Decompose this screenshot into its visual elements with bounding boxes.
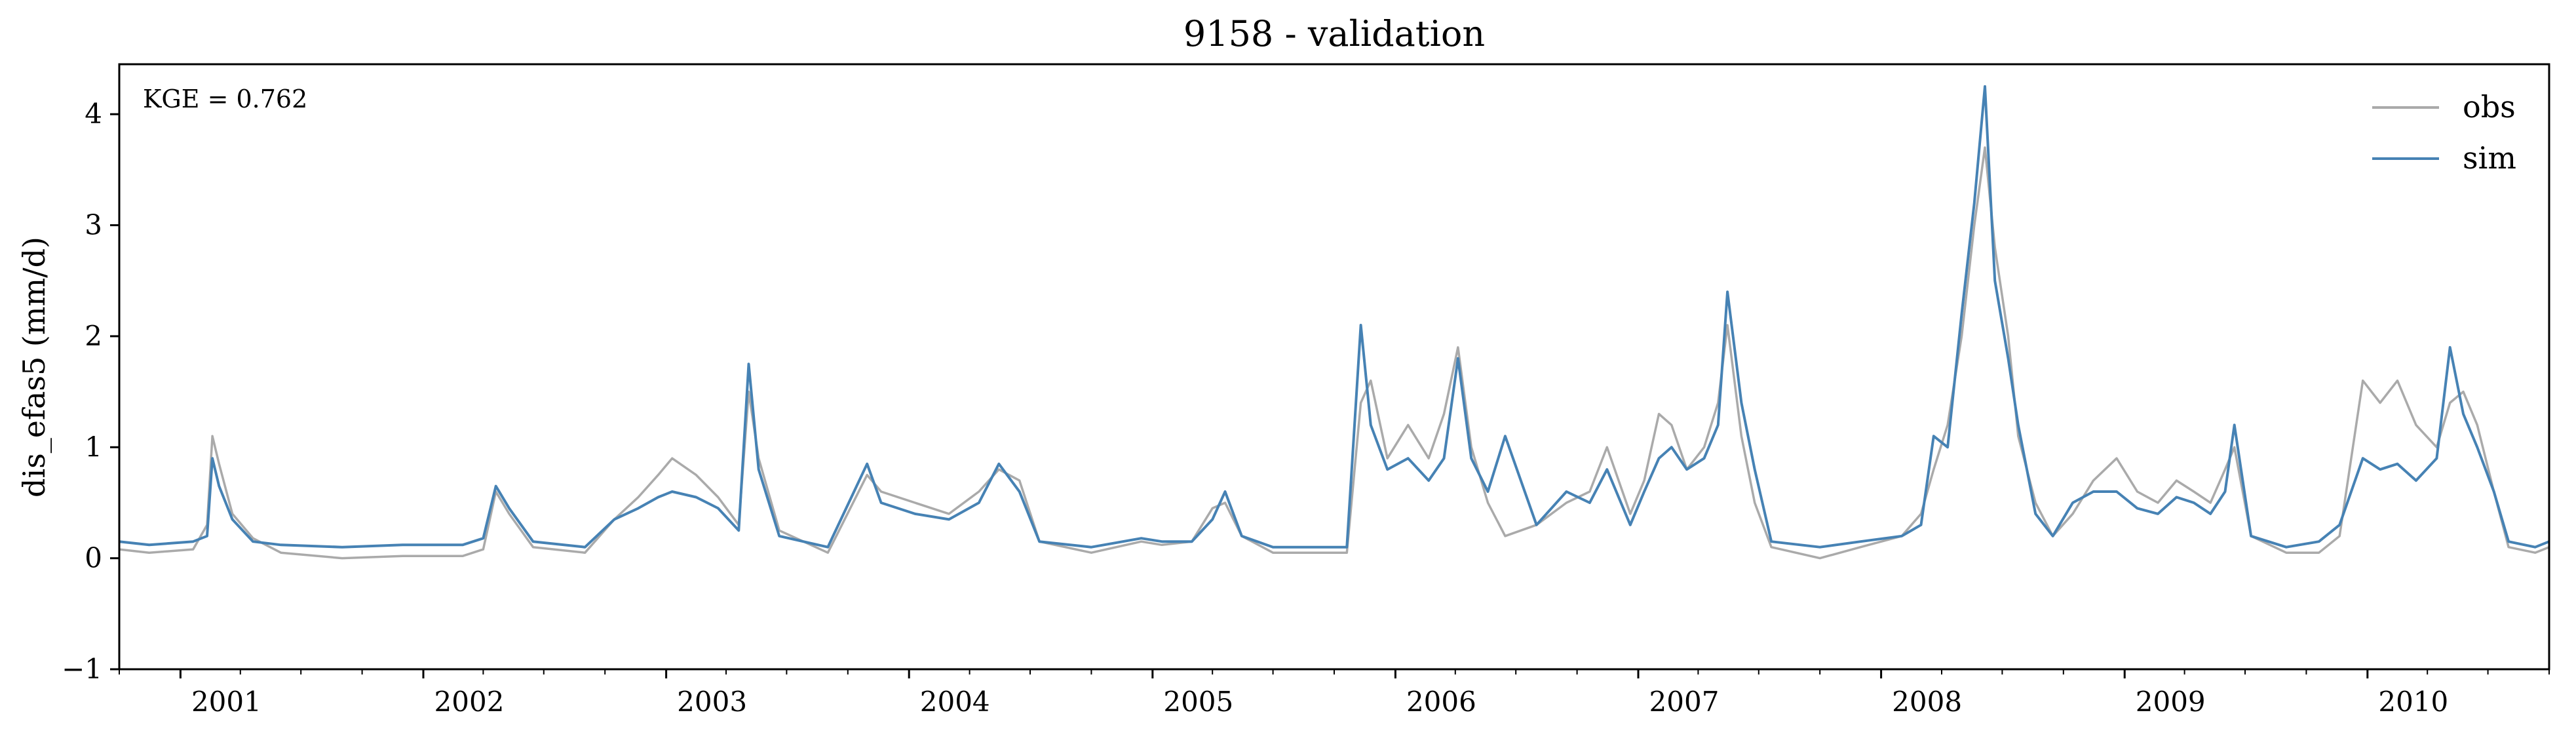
x-tick-label: 2007 [1649, 686, 1720, 718]
x-tick-label: 2002 [434, 686, 505, 718]
legend-label-obs: obs [2463, 89, 2516, 125]
y-tick-label: 4 [85, 98, 102, 130]
legend-label-sim: sim [2463, 140, 2516, 176]
series-line-sim [119, 85, 2550, 549]
y-tick-label: 3 [85, 209, 102, 241]
x-tick-label: 2006 [1406, 686, 1476, 718]
x-tick-label: 2005 [1163, 686, 1233, 718]
x-tick-label: 2004 [920, 686, 990, 718]
y-axis-label: dis_efas5 (mm/d) [16, 237, 52, 498]
y-tick-label: 2 [85, 320, 102, 352]
series-line-obs [119, 146, 2550, 560]
x-tick-label: 2010 [2378, 686, 2448, 718]
y-tick-label: −1 [62, 653, 102, 685]
x-tick-label: 2003 [677, 686, 747, 718]
chart-title: 9158 - validation [1183, 13, 1485, 54]
x-tick-label: 2001 [191, 686, 261, 718]
axes-layer: −1 0 1 2 3 4 2001 2002 2003 2004 2005 2006 2007 2008 2… [62, 63, 2550, 718]
plot-background [119, 64, 2549, 669]
y-tick-label: 0 [85, 542, 102, 574]
x-tick-label: 2008 [1892, 686, 1962, 718]
legend: obs sim [2372, 89, 2516, 176]
kge-annotation: KGE = 0.762 [143, 85, 307, 113]
y-tick-label: 1 [85, 431, 102, 463]
series-layer [119, 85, 2550, 560]
x-tick-label: 2009 [2136, 686, 2206, 718]
